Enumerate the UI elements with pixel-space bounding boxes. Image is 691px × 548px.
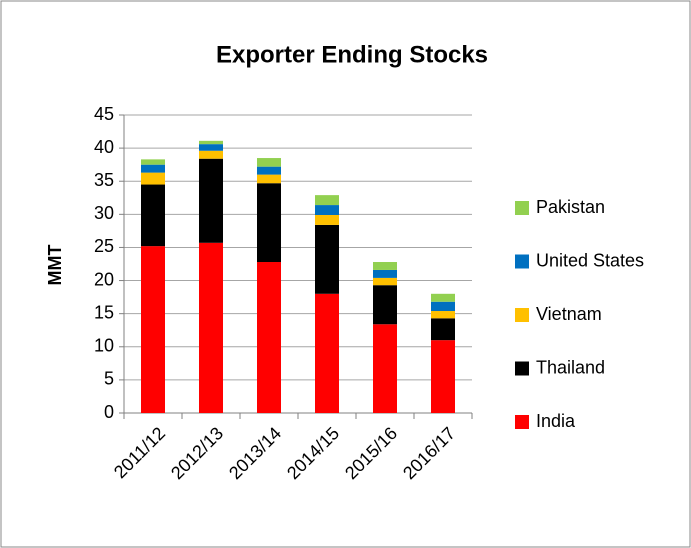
legend-swatch [515,415,529,429]
bar-segment [199,140,223,145]
y-tick-label: 15 [94,302,114,322]
y-tick-label: 20 [94,269,114,289]
chart-title: Exporter Ending Stocks [216,41,488,68]
bar-segment [257,166,281,175]
bar-segment [373,324,397,413]
legend-label: India [536,411,576,431]
legend-label: Thailand [536,357,605,377]
bar-segment [199,242,223,413]
y-tick-label: 10 [94,336,114,356]
bar-segment [199,144,223,151]
bar-segment [257,262,281,413]
bar-segment [315,214,339,225]
bar-segment [315,205,339,215]
bar-segment [431,340,455,413]
bar-segment [373,285,397,325]
bar-segment [199,150,223,159]
bar-segment [257,158,281,167]
y-tick-label: 45 [94,104,114,124]
bar-segment [373,262,397,270]
legend-swatch [515,308,529,322]
legend-swatch [515,361,529,376]
bar-segment [141,164,165,173]
bar-segment [315,293,339,413]
y-tick-label: 40 [94,137,114,157]
legend-label: Pakistan [536,197,605,217]
bar-segment [315,224,339,294]
bar-segment [431,301,455,312]
bar-segment [373,277,397,286]
y-tick-label: 30 [94,203,114,223]
bar-segment [431,293,455,302]
legend-label: United States [536,250,644,270]
y-tick-label: 35 [94,170,114,190]
bar-segment [141,172,165,185]
y-tick-label: 25 [94,236,114,256]
bar-segment [141,159,165,165]
y-tick-label: 0 [104,402,114,422]
legend-swatch [515,201,529,215]
legend-label: Vietnam [536,304,602,324]
bar-segment [315,195,339,206]
bar-segment [373,269,397,278]
bar-segment [141,246,165,413]
bar-segment [257,174,281,184]
legend-swatch [515,254,529,269]
y-axis-label: MMT [45,245,65,286]
bar-segment [431,311,455,319]
bar-segment [257,183,281,263]
bar-segment [431,318,455,341]
bar-segment [141,184,165,247]
y-tick-label: 5 [104,369,114,389]
bar-segment [199,158,223,243]
